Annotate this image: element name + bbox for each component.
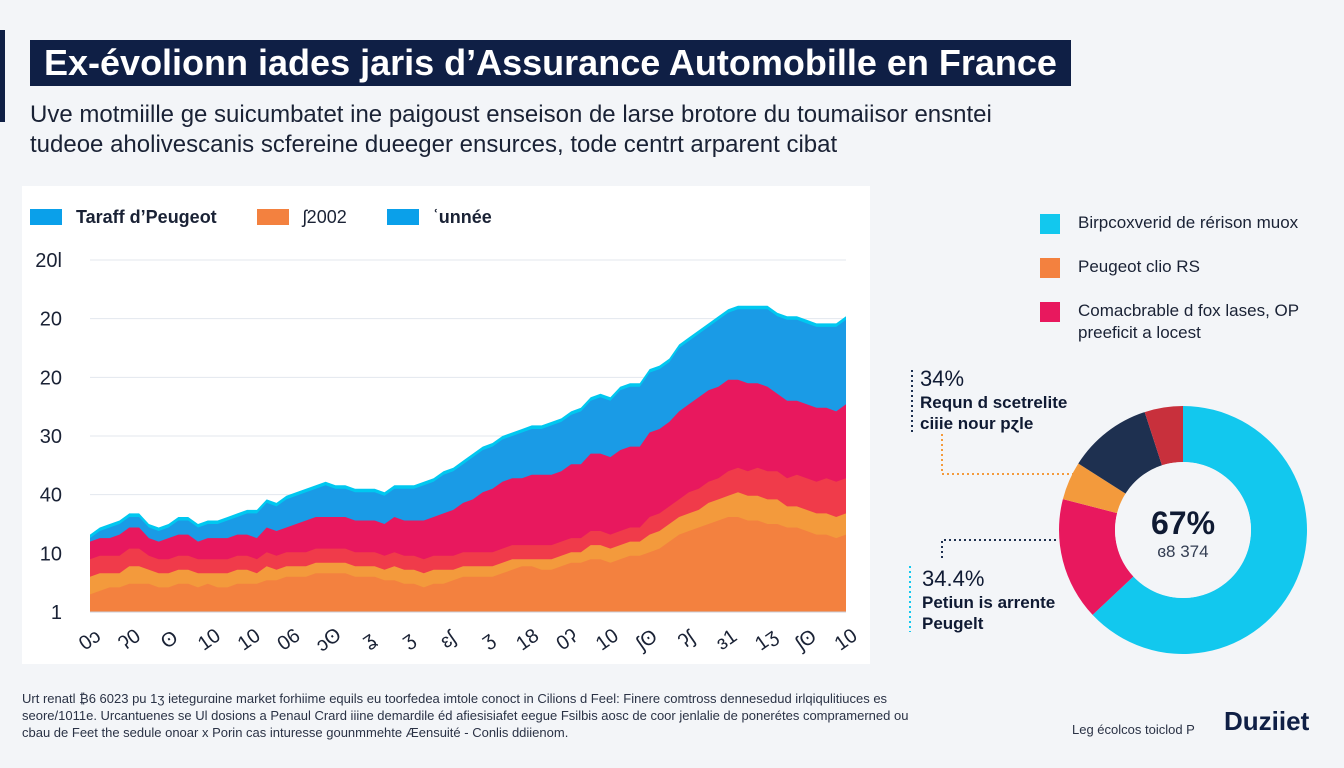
donut-slice-1: [1059, 499, 1134, 615]
side-legend-label: Birpcoxverid de rérison muox: [1078, 213, 1299, 232]
annotation-bottom: 34.4% Petiun is arrente Peugelt: [922, 566, 1082, 634]
annotation-top: 34% Requn d scetrelite ciiie nour pɀle: [920, 366, 1090, 434]
legend-swatch: [1040, 214, 1060, 234]
donut-hole: [1115, 462, 1251, 598]
x-tick-label: 1ʒ: [751, 625, 782, 656]
side-legend: Birpcoxverid de rérison muox Peugeot cli…: [1040, 212, 1340, 366]
x-tick-label: ʃʘ: [631, 625, 662, 656]
donut-slice-3: [1078, 412, 1162, 494]
accent-bar: [0, 30, 5, 122]
donut-chart: [1059, 406, 1307, 654]
x-tick-label: ʔ0: [115, 625, 145, 655]
side-legend-label: Comacbrable d fox lases, OP preeficit a …: [1078, 301, 1299, 342]
x-tick-label: ʒ: [398, 628, 420, 652]
x-tick-label: 18: [512, 625, 543, 656]
x-tick-label: ʔʃ: [675, 626, 701, 653]
donut-center-value: 67%: [1150, 505, 1216, 541]
legend-swatch: [30, 209, 62, 225]
y-tick-label: 40: [40, 485, 62, 507]
legend-swatch: [256, 209, 289, 225]
x-tick-label: ʒ: [477, 628, 499, 652]
x-tick-label: ɛʃ: [436, 626, 461, 653]
x-tick-label: ɜ1: [712, 625, 741, 655]
subtitle-line: tudeoe aholivescanis scfereine dueeger e…: [30, 131, 838, 158]
y-tick-label: 20: [40, 367, 62, 389]
leader-line: [941, 539, 1056, 558]
donut-slice-0: [1092, 406, 1307, 654]
y-tick-label: 30: [40, 426, 62, 448]
legend-label: Taraff d’Peugeot: [76, 206, 217, 227]
x-tick-label: 10: [234, 625, 265, 656]
footnote-line: Urt renatl ₿6 6023 pu 1ʒ ietegurɑine mar…: [22, 691, 888, 706]
y-tick-label: 1: [51, 602, 62, 624]
x-tick-label: ʘ: [157, 627, 182, 654]
legend-swatch: [1040, 258, 1060, 278]
side-legend-item: Peugeot clio RS: [1040, 256, 1340, 278]
x-tick-label: 06: [274, 625, 305, 656]
x-tick-label: 0ʔ: [553, 625, 583, 655]
donut-center: 67% ɞ8 374: [1128, 505, 1238, 562]
brand-logo: Duziiet: [1224, 706, 1310, 736]
x-tick-label: ʓ: [358, 628, 380, 652]
x-tick-label: 10: [831, 625, 862, 656]
x-tick-label: 10: [592, 625, 623, 656]
chart-legend: Taraff d’Peugeot ʃ2002 ʿunnée: [30, 206, 532, 228]
x-tick-label: 10: [194, 625, 225, 656]
credit-text: Leg écolcos toiclod P: [1072, 722, 1195, 737]
side-legend-item: Comacbrable d fox lases, OP preeficit a …: [1040, 300, 1340, 344]
donut-center-sub: ɞ8 374: [1157, 542, 1209, 561]
legend-label: ʿunnée: [432, 206, 492, 227]
annotation-percent: 34.4%: [922, 566, 985, 591]
side-legend-label: Peugeot clio RS: [1078, 257, 1200, 276]
page-title: Ex-évolionn iades jaris d’Assurance Auto…: [30, 40, 1071, 86]
y-tick-label: 10: [40, 543, 62, 565]
legend-item: ʃ2002: [256, 206, 347, 228]
legend-swatch: [386, 209, 419, 225]
annotation-text: Petiun is arrente Peugelt: [922, 593, 1056, 633]
x-tick-label: ɔʘ: [312, 624, 346, 657]
footnote-line: cbau de Feet the sedule onoar x Porin ca…: [22, 725, 569, 740]
subtitle: Uve motmiille ge suicumbatet ine paigous…: [30, 100, 1040, 160]
area-series-0: [90, 517, 846, 612]
y-tick-label: 20: [40, 309, 62, 331]
subtitle-line: Uve motmiille ge suicumbatet ine paigous…: [30, 101, 992, 128]
legend-item: Taraff d’Peugeot: [30, 207, 217, 228]
donut-slice-2: [1062, 463, 1126, 514]
side-legend-item: Birpcoxverid de rérison muox: [1040, 212, 1340, 234]
y-tick-label: 20l: [35, 250, 62, 272]
footnote-line: seore/1011e. Urcantuenes se Ul dosions a…: [22, 708, 909, 723]
legend-item: ʿunnée: [386, 206, 492, 228]
x-tick-label: ʃʘ: [790, 625, 821, 656]
annotation-percent: 34%: [920, 366, 965, 391]
legend-label: ʃ2002: [302, 206, 347, 227]
legend-swatch: [1040, 302, 1060, 322]
x-tick-label: 0ɔ: [75, 625, 105, 655]
footnote: Urt renatl ₿6 6023 pu 1ʒ ietegurɑine mar…: [22, 690, 1022, 741]
annotation-text: Requn d scetrelite ciiie nour pɀle: [920, 393, 1068, 433]
donut-slice-4: [1144, 406, 1183, 466]
